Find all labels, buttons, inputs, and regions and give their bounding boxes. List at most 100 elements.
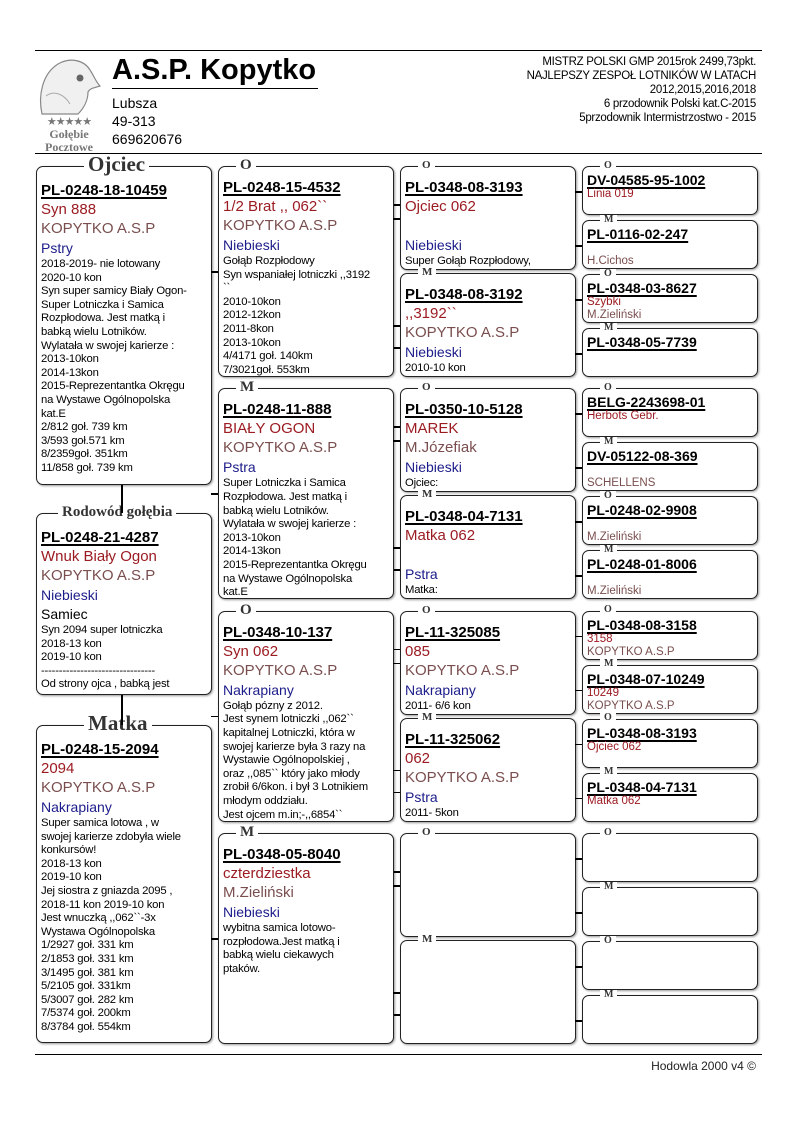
- box-label: O: [600, 935, 616, 946]
- ring-number: PL-0248-15-4532: [223, 179, 341, 196]
- footer-rule: [35, 1054, 762, 1055]
- pedigree-box: PL-11-325062 062 KOPYTKO A.S.P Pstra 2011- 5…: [400, 717, 576, 822]
- box-label: O: [600, 490, 616, 501]
- note-line: Jej siostra z gniazda 2095 ,: [41, 884, 173, 897]
- pigeon-name: Ojciec 062: [405, 198, 476, 215]
- achievement-line: 2012,2015,2016,2018: [649, 84, 757, 96]
- note-line: młodym oddziału.: [223, 794, 308, 807]
- owner: KOPYTKO A.S.P: [41, 779, 156, 796]
- pedigree-box: PL-0348-07-10249 10249 KOPYTKO A.S.P: [582, 664, 758, 714]
- box-label: M: [418, 934, 437, 946]
- header-rule: [35, 153, 762, 154]
- note-line: 2014-13kon: [223, 545, 281, 558]
- pedigree-box: PL-0348-03-8627 Szybki M.Zieliński: [582, 274, 758, 323]
- note-line: babką wielu Lotników.: [223, 504, 329, 517]
- owner: KOPYTKO A.S.P: [223, 217, 338, 234]
- connector-line: [121, 695, 123, 725]
- note-line: oraz ,,085`` który jako młody: [223, 767, 360, 780]
- pedigree-box: PL-11-325085 085 KOPYTKO A.S.P Nakrapiany 20…: [400, 610, 576, 715]
- connector-line: [394, 347, 400, 349]
- connector-line: [393, 992, 400, 994]
- box-label: O: [236, 157, 256, 173]
- ring-number: PL-0348-05-7739: [587, 334, 697, 350]
- note-line: 2015-Reprezentantka Okręgu: [223, 558, 367, 571]
- pigeon-name: [587, 242, 753, 255]
- connector-line: [575, 797, 582, 800]
- owner: KOPYTKO A.S.P: [587, 699, 675, 712]
- connector-line: [394, 1014, 400, 1016]
- note-line: 2010-10kon: [223, 295, 281, 308]
- note-line: 8/2359goł. 351km: [41, 448, 128, 461]
- box-label: Rodowód gołębia: [58, 504, 177, 520]
- connector-line: [575, 245, 582, 247]
- owner: M.Zieliński: [587, 531, 642, 544]
- note-line: Matka:: [405, 584, 438, 597]
- note-line: 2/812 goł. 739 km: [41, 421, 128, 434]
- pedigree-box: PL-0350-10-5128 MAREK M.Józefiak Niebieski O…: [400, 388, 576, 493]
- owner: KOPYTKO A.S.P: [223, 661, 338, 679]
- connector-line: [575, 912, 582, 914]
- note-line: 3/593 goł.571 km: [41, 434, 125, 447]
- box-label: M: [236, 380, 259, 396]
- pedigree-box: [582, 995, 758, 1045]
- box-label: M: [600, 214, 618, 225]
- connector-line: [575, 467, 582, 469]
- pedigree-box: PL-0248-15-2094 2094 KOPYTKO A.S.P Nakrapia…: [36, 725, 212, 1043]
- note-line: Wystawie Ogólnopolskiej ,: [223, 754, 350, 767]
- top-rule: [35, 50, 762, 51]
- note-line: swojej karierze zdobyła wiele: [41, 830, 181, 843]
- connector-line: [575, 689, 582, 692]
- logo-text-2: Pocztowe: [45, 140, 93, 154]
- logo-text-1: Gołębie: [49, 127, 89, 141]
- pigeon-name: MAREK: [405, 420, 459, 438]
- pigeon-name: BIAŁY OGON: [223, 420, 316, 438]
- pedigree-box: PL-0348-10-137 Syn 062 KOPYTKO A.S.P Nakrap…: [218, 610, 394, 822]
- pigeon-name: 3158: [587, 632, 613, 645]
- note-line: kapitalnej Lotniczki, która w: [223, 726, 355, 739]
- achievement-line: 6 przodownik Polski kat.C-2015: [603, 98, 756, 110]
- note-line: Syn 2094 super lotniczka: [41, 624, 163, 636]
- ring-number: PL-0348-08-3192: [405, 286, 523, 303]
- connector-line: [394, 791, 400, 794]
- note-line: 5/2105 goł. 331km: [41, 980, 131, 993]
- connector-line: [393, 547, 400, 549]
- box-label: M: [418, 711, 437, 723]
- connector-line: [575, 1020, 582, 1022]
- note-line: wybitna samica lotowo-: [223, 922, 336, 935]
- owner: KOPYTKO A.S.P: [405, 768, 520, 786]
- ring-number: PL-0348-05-8040: [223, 846, 341, 864]
- pigeon-color: Pstry: [41, 240, 73, 256]
- pedigree-box: PL-0348-08-3193 Ojciec 062 Niebieski Super…: [400, 166, 576, 270]
- connector-line: [393, 662, 400, 665]
- note-line: 2018-13 kon: [41, 857, 102, 870]
- pigeon-color: Pstra: [405, 788, 438, 805]
- ring-number: PL-0248-15-2094: [41, 741, 159, 758]
- note-line: konkursów!: [41, 844, 97, 857]
- connector-line: [393, 885, 400, 887]
- pigeon-name: Wnuk Biały Ogon: [41, 548, 157, 565]
- ring-number: PL-0248-02-9908: [587, 502, 697, 519]
- note-line: 3/1495 goł. 381 km: [41, 966, 134, 979]
- logo-stars: ★★★★★: [46, 116, 92, 128]
- connector-line: [394, 871, 400, 873]
- connector-line: [394, 569, 400, 571]
- ring-number: PL-0350-10-5128: [405, 401, 523, 419]
- ring-number: PL-0348-08-3193: [405, 179, 523, 196]
- note-line: Gołąb Rozpłodowy: [223, 255, 315, 267]
- note-line: ptaków.: [223, 962, 260, 975]
- connector-line: [575, 299, 582, 301]
- pigeon-name: Matka 062: [587, 794, 641, 807]
- pedigree-box: PL-0348-08-3193 Ojciec 062: [582, 718, 758, 768]
- pigeon-name: Herbots Gebr.: [587, 410, 659, 423]
- note-line: rozpłodowa.Jest matką i: [223, 935, 340, 948]
- pigeon-color: Niebieski: [223, 237, 280, 253]
- pedigree-box: PL-0248-15-4532 1/2 Brat ,, 062`` KOPYTKO …: [218, 166, 394, 377]
- ring-number: DV-04585-95-1002: [587, 172, 706, 188]
- pigeon-name: Syn 888: [41, 201, 97, 218]
- note-line: 2010-10 kon: [405, 362, 466, 374]
- note-line: 11/858 goł. 739 km: [41, 461, 133, 474]
- box-label: O: [600, 382, 616, 393]
- pedigree-box: [582, 833, 758, 883]
- box-label: M: [236, 824, 259, 840]
- pedigree-box: PL-0348-04-7131 Matka 062 Pstra Matka:: [400, 495, 576, 600]
